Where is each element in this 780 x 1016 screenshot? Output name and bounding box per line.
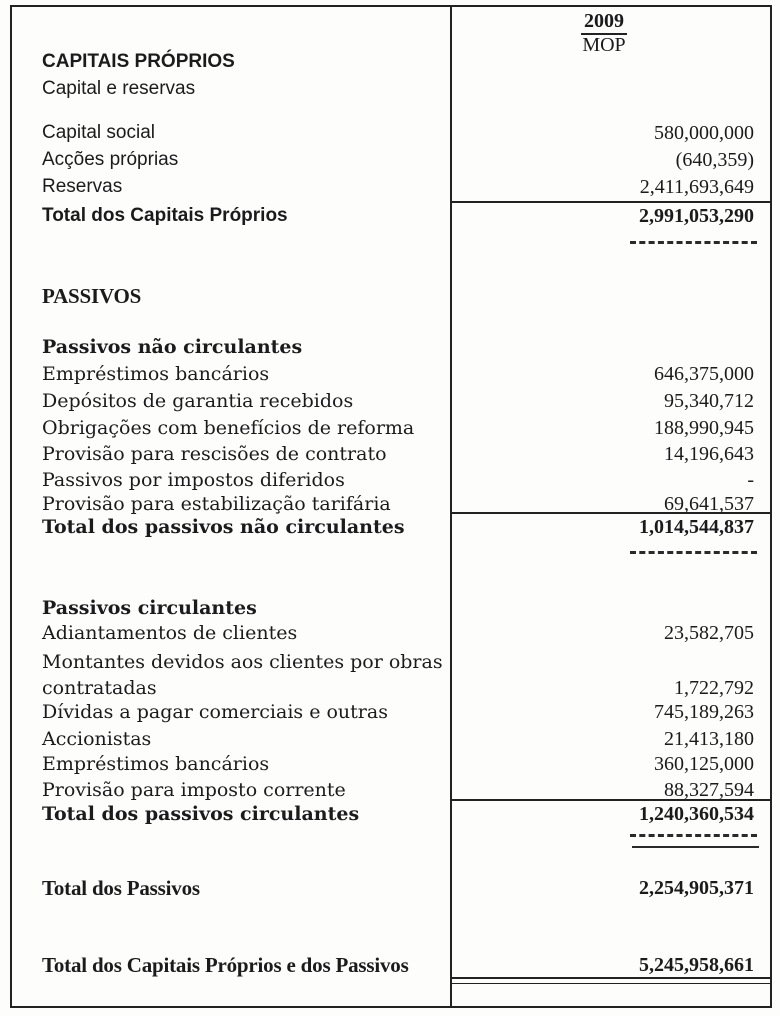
total-current-row: Total dos passivos circulantes 1,240,360… (12, 801, 770, 827)
line-item-imposto-corrente: Provisão para imposto corrente 88,327,59… (12, 777, 770, 803)
solid-separator (632, 846, 759, 848)
column-divider-line (450, 5, 452, 1008)
total-value: 1,014,544,837 (639, 516, 754, 538)
table-outer-border (10, 5, 772, 1008)
dashed-separator (630, 551, 757, 554)
total-liabilities-row: Total dos Passivos 2,254,905,371 (12, 875, 770, 901)
subsection-title: Passivos circulantes (42, 597, 257, 619)
line-item-value: 69,641,537 (664, 493, 754, 515)
currency-label: MOP (582, 34, 626, 56)
currency-header: MOP (450, 33, 770, 59)
grand-total-value: 5,245,958,661 (639, 954, 754, 976)
total-value: 1,240,360,534 (639, 803, 754, 825)
line-item-label: Adiantamentos de clientes (42, 622, 298, 644)
line-item-value: 580,000,000 (654, 122, 754, 144)
line-item-value: 360,125,000 (654, 753, 754, 775)
grand-total-label: Total dos Capitais Próprios e dos Passiv… (42, 953, 409, 977)
line-item-value: 646,375,000 (654, 363, 754, 385)
line-item-label: Empréstimos bancários (42, 753, 270, 775)
line-item-value: 88,327,594 (664, 779, 754, 801)
section-title: CAPITAIS PRÓPRIOS (42, 51, 235, 72)
line-item-label: Provisão para imposto corrente (42, 779, 346, 801)
total-label: Total dos passivos circulantes (42, 803, 360, 825)
line-item-accoes-proprias: Acções próprias (640,359) (12, 147, 770, 173)
line-item-value: 95,340,712 (664, 390, 754, 412)
line-item-value: 1,722,792 (674, 677, 754, 699)
subtotal-rule (452, 201, 770, 203)
line-item-reservas: Reservas 2,411,693,649 (12, 174, 770, 200)
line-item-depositos-garantia: Depósitos de garantia recebidos 95,340,7… (12, 388, 770, 414)
subsection-title: Passivos não circulantes (42, 336, 303, 358)
total-non-current-row: Total dos passivos não circulantes 1,014… (12, 514, 770, 540)
line-item-label: Capital social (42, 122, 155, 143)
subtotal-rule (452, 512, 770, 514)
line-item-label: Depósitos de garantia recebidos (42, 390, 354, 412)
subtotal-rule (452, 799, 770, 801)
line-item-label: Montantes devidos aos clientes por obras… (42, 651, 443, 699)
line-item-value: 745,189,263 (654, 701, 754, 723)
line-item-obrigacoes-reforma: Obrigações com benefícios de reforma 188… (12, 415, 770, 441)
line-item-value: 2,411,693,649 (639, 176, 754, 198)
line-item-emprestimos-bancarios-nc: Empréstimos bancários 646,375,000 (12, 361, 770, 387)
line-item-label: Accionistas (42, 728, 152, 750)
equity-section-subheading: Capital e reservas (12, 76, 770, 102)
line-item-label: Passivos por impostos diferidos (42, 469, 345, 491)
line-item-label: Provisão para estabilização tarifária (42, 493, 391, 515)
line-item-label: Empréstimos bancários (42, 363, 270, 385)
total-equity-row: Total dos Capitais Próprios 2,991,053,29… (12, 203, 770, 229)
current-liabilities-heading: Passivos circulantes (12, 595, 770, 621)
line-item-value: - (747, 469, 754, 491)
line-item-emprestimos-bancarios-c: Empréstimos bancários 360,125,000 (12, 751, 770, 777)
line-item-label: Obrigações com benefícios de reforma (42, 417, 415, 439)
line-item-label: Reservas (42, 176, 123, 197)
line-item-value: 23,582,705 (664, 622, 754, 644)
dashed-separator (630, 241, 757, 244)
line-item-impostos-diferidos: Passivos por impostos diferidos - (12, 467, 770, 493)
section-title: PASSIVOS (42, 284, 142, 308)
dashed-separator (630, 834, 757, 837)
section-subtitle: Capital e reservas (42, 78, 196, 99)
non-current-liabilities-heading: Passivos não circulantes (12, 334, 770, 360)
line-item-label: Acções próprias (42, 149, 179, 170)
equity-section-heading: CAPITAIS PRÓPRIOS (12, 49, 770, 75)
total-value: 2,991,053,290 (639, 205, 754, 227)
grand-total-double-rule (452, 977, 770, 984)
line-item-value: 188,990,945 (654, 417, 754, 439)
year-label: 2009 (581, 9, 627, 35)
line-item-label: Dívidas a pagar comerciais e outras (42, 701, 388, 723)
line-item-estabilizacao-tarifaria: Provisão para estabilização tarifária 69… (12, 491, 770, 517)
total-label: Total dos passivos não circulantes (42, 516, 405, 538)
year-header: 2009 (450, 9, 770, 35)
line-item-montantes-obras: Montantes devidos aos clientes por obras… (12, 649, 770, 701)
line-item-dividas-pagar: Dívidas a pagar comerciais e outras 745,… (12, 699, 770, 725)
line-item-label: Provisão para rescisões de contrato (42, 443, 387, 465)
line-item-capital-social: Capital social 580,000,000 (12, 120, 770, 146)
total-label: Total dos Passivos (42, 876, 200, 900)
line-item-adiantamentos: Adiantamentos de clientes 23,582,705 (12, 620, 770, 646)
line-item-accionistas: Accionistas 21,413,180 (12, 726, 770, 752)
line-item-value: 14,196,643 (664, 443, 754, 465)
liabilities-section-heading: PASSIVOS (12, 283, 770, 309)
line-item-value: 21,413,180 (664, 728, 754, 750)
total-label: Total dos Capitais Próprios (42, 205, 288, 226)
line-item-provisao-rescisoes: Provisão para rescisões de contrato 14,1… (12, 441, 770, 467)
total-value: 2,254,905,371 (639, 877, 754, 899)
line-item-value: (640,359) (675, 149, 754, 171)
grand-total-row: Total dos Capitais Próprios e dos Passiv… (12, 952, 770, 978)
